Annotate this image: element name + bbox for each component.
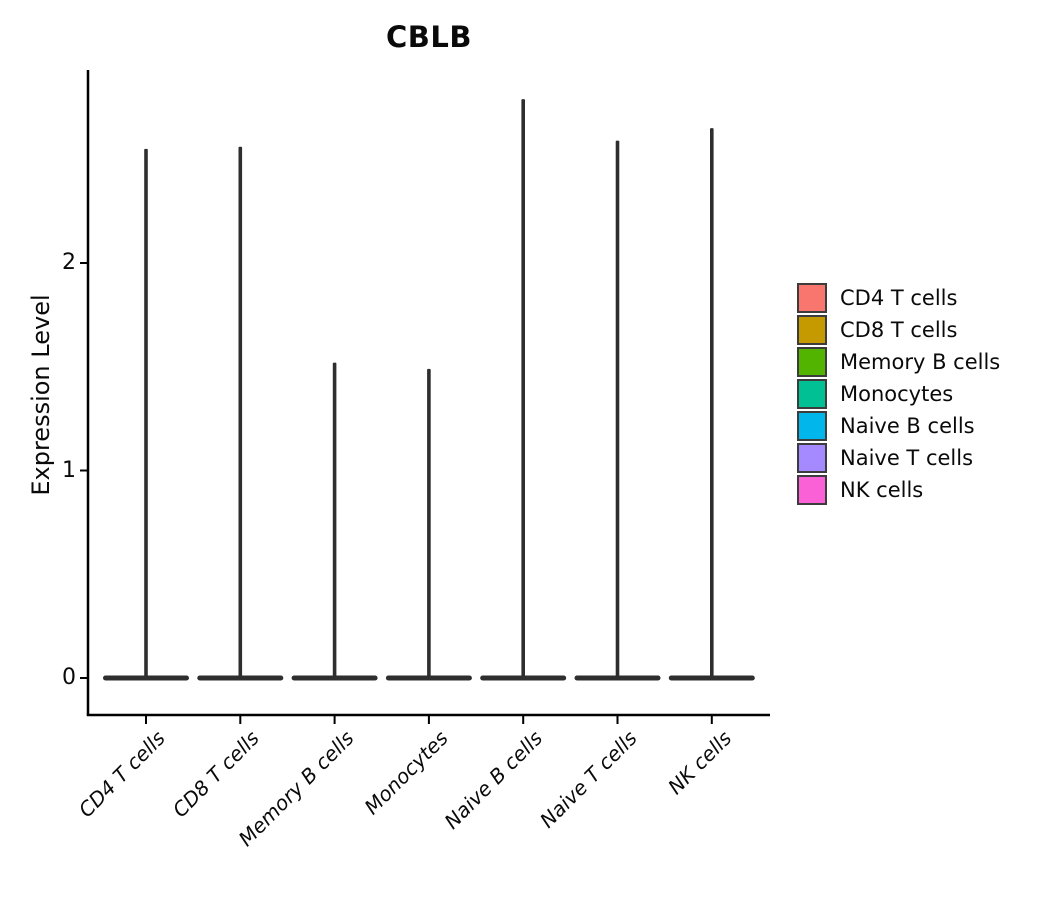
y-tick-label: 0 [62, 665, 76, 690]
violin-spike [332, 362, 337, 678]
violin-spike [521, 99, 525, 678]
violin-base [197, 675, 284, 681]
y-tick-label: 1 [62, 457, 76, 483]
violin-base [668, 675, 755, 681]
legend: CD4 T cells CD8 T cells Memory B cells Mono… [797, 283, 1000, 507]
chart-title: CBLB [386, 20, 472, 54]
legend-swatch [797, 411, 827, 441]
legend-swatch [797, 379, 827, 409]
legend-label: CD4 T cells [840, 286, 958, 310]
legend-swatch [797, 347, 827, 377]
legend-item: Memory B cells [797, 347, 1000, 377]
violin-spike [710, 128, 714, 678]
violin-spike [615, 140, 620, 678]
violin-spike [427, 368, 431, 678]
violin-base [385, 675, 472, 681]
y-tick-label: 2 [62, 250, 76, 275]
legend-item: Naive B cells [797, 411, 1000, 441]
legend-label: CD8 T cells [840, 318, 958, 342]
legend-label: Naive T cells [840, 446, 974, 470]
legend-label: Memory B cells [840, 350, 1001, 374]
legend-item: NK cells [797, 475, 1000, 505]
legend-swatch [797, 443, 827, 473]
legend-swatch [797, 283, 827, 313]
legend-swatch [797, 315, 827, 345]
legend-swatch [797, 475, 827, 505]
legend-label: Monocytes [840, 382, 954, 406]
legend-label: Naive B cells [840, 414, 975, 438]
legend-item: Monocytes [797, 379, 1000, 409]
violin-base [574, 675, 661, 681]
legend-item: Naive T cells [797, 443, 1000, 473]
legend-item: CD8 T cells [797, 315, 1000, 345]
legend-item: CD4 T cells [797, 283, 1000, 313]
violin-base [103, 675, 189, 681]
violin-base [291, 675, 378, 681]
violin-spike [238, 146, 243, 679]
violin-base [480, 675, 567, 681]
violin-spike [144, 148, 148, 678]
legend-label: NK cells [840, 478, 924, 502]
